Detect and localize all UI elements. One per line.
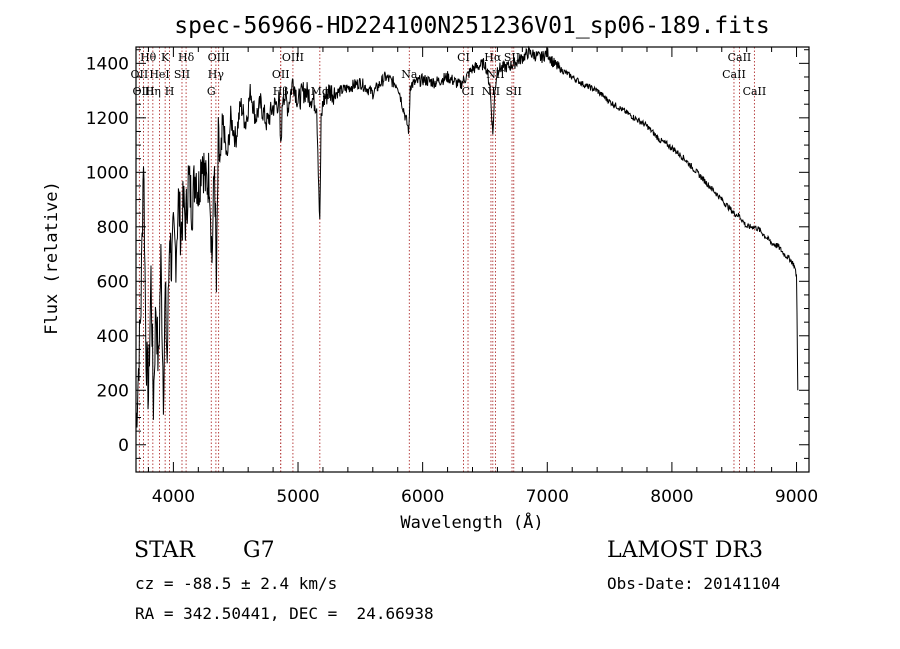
spectral-line-label: NII <box>486 68 504 81</box>
x-axis-label: Wavelength (Å) <box>400 511 543 533</box>
spectral-line-label: OII <box>131 68 149 81</box>
y-axis-label: Flux (relative) <box>42 181 62 335</box>
spectral-line-label: OIII <box>208 51 230 64</box>
spectral-line-label: Hδ <box>178 51 195 64</box>
axis-ticks: 4000 5000 6000 7000 8000 9000 0 200 400 600 800 100… <box>86 47 818 507</box>
coordinates: RA = 342.50441, DEC = 24.66938 <box>135 604 434 623</box>
x-tick-label: 6000 <box>401 487 444 507</box>
spectral-line-label: OIII <box>132 85 154 98</box>
y-tick-label: 1400 <box>86 54 129 74</box>
spectral-line-label: HeI <box>149 68 169 81</box>
spectral-line-label: SII <box>174 68 190 81</box>
spectral-line-label: SII <box>506 85 522 98</box>
spectral-line-label: NII <box>482 85 500 98</box>
spectrum-series <box>135 45 799 430</box>
spectral-line-label: G <box>207 85 216 98</box>
spectral-line-label: Hβ <box>273 85 289 98</box>
y-tick-label: 800 <box>97 218 129 238</box>
spectral-line-label: CaII <box>728 51 752 64</box>
spectral-line-label: CaII <box>743 85 767 98</box>
x-tick-label: 5000 <box>276 487 319 507</box>
x-tick-label: 7000 <box>526 487 569 507</box>
spectral-line-label: Hα <box>484 51 502 64</box>
chart-title: spec-56966-HD224100N251236V01_sp06-189.f… <box>174 13 769 39</box>
redshift-velocity: cz = -88.5 ± 2.4 km/s <box>135 574 338 593</box>
spectral-line-label: Hη <box>145 85 161 98</box>
spectral-line-label: CaII <box>722 68 746 81</box>
spectral-line-label: Na <box>401 68 418 81</box>
spectral-line-label: SII <box>504 51 520 64</box>
y-tick-label: 0 <box>118 436 129 456</box>
spectral-line-label: CI <box>457 51 470 64</box>
spectral-line-label: Hγ <box>208 68 225 81</box>
x-tick-label: 9000 <box>775 487 818 507</box>
object-subclass: G7 <box>243 538 275 563</box>
x-tick-label: 4000 <box>152 487 195 507</box>
y-tick-label: 1000 <box>86 163 129 183</box>
object-class: STAR <box>134 538 195 563</box>
y-tick-label: 200 <box>97 381 129 401</box>
y-tick-label: 1200 <box>86 109 129 129</box>
survey-label: LAMOST DR3 <box>607 538 763 563</box>
spectral-line-label: CI <box>462 85 475 98</box>
spectral-line-label: Hθ <box>140 51 157 64</box>
observation-date: Obs-Date: 20141104 <box>607 574 781 593</box>
y-tick-label: 600 <box>97 272 129 292</box>
spectral-line-label: OIII <box>282 51 304 64</box>
plot-frame <box>135 46 810 473</box>
spectral-line-label: Mg <box>311 85 329 98</box>
spectrum-line <box>135 45 799 430</box>
y-tick-label: 400 <box>97 327 129 347</box>
spectral-line-label: OII <box>272 68 290 81</box>
spectral-line-label: H <box>165 85 175 98</box>
spectrum-chart: spec-56966-HD224100N251236V01_sp06-189.f… <box>42 13 818 533</box>
x-tick-label: 8000 <box>650 487 693 507</box>
spectral-line-label: K <box>161 51 170 64</box>
spectral-line-markers <box>138 47 755 472</box>
